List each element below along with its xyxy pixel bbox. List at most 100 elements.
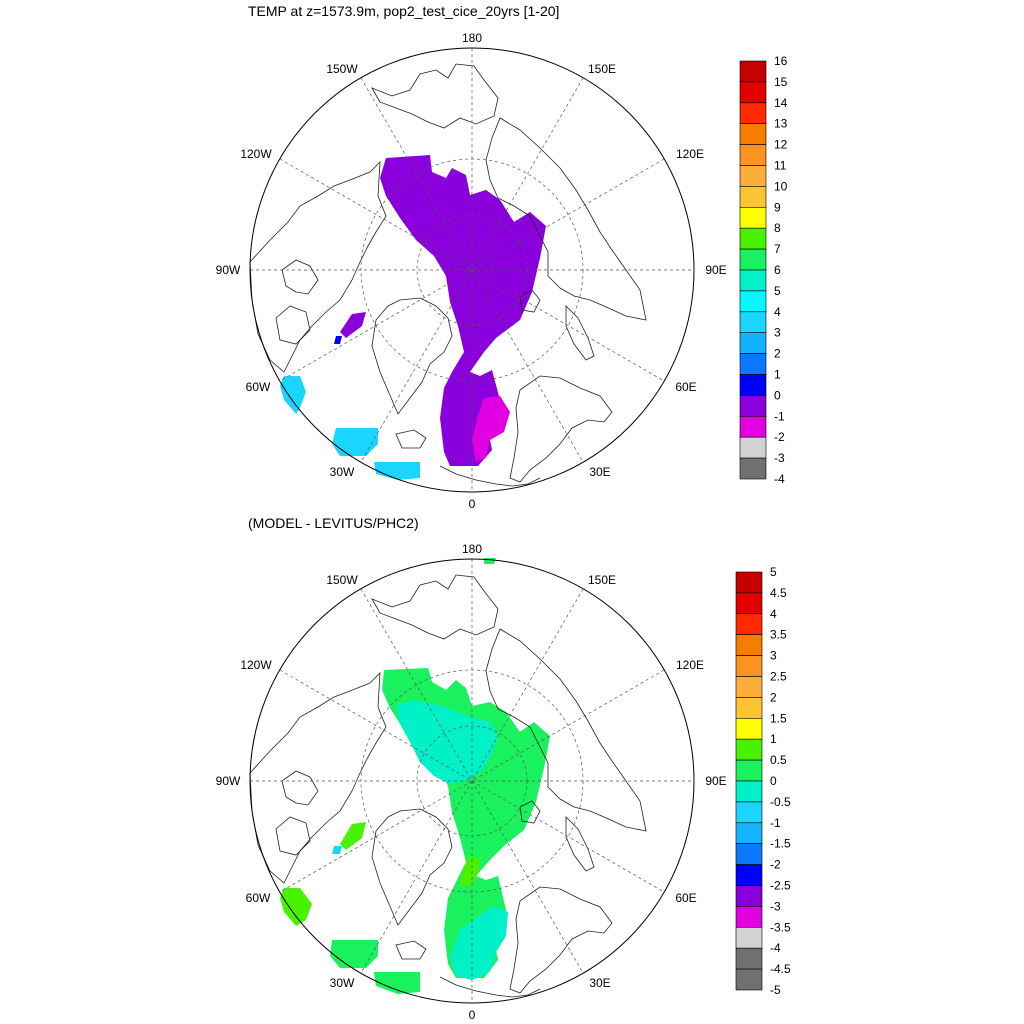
colorbar-label: -1.5 (770, 837, 791, 851)
lon-label: 90E (705, 263, 726, 277)
colorbar-swatch (735, 801, 763, 824)
colorbar-label: 9 (774, 200, 781, 214)
colorbar-label: 13 (774, 117, 788, 131)
fill-cyan-west (280, 376, 306, 414)
colorbar-label: 14 (774, 96, 788, 110)
colorbar-top: 16 15 14 13 12 11 10 9 8 7 6 5 4 3 2 1 0… (739, 54, 788, 486)
lon-label: 60W (246, 380, 271, 394)
lon-label: 120E (676, 147, 704, 161)
lon-label: 120W (240, 147, 272, 161)
colorbar-swatch (735, 655, 763, 677)
fill-lime-strip (460, 858, 480, 886)
fill-lime-small (340, 822, 366, 850)
colorbar-swatch (735, 697, 763, 719)
colorbar-swatch (735, 885, 763, 907)
longitude-labels: 180 150E 120E 90E 60E 30E 0 30W 60W 90W … (216, 542, 727, 1022)
coastline-novaya-zemlya (565, 305, 595, 361)
coastline-greenland (371, 808, 453, 926)
colorbar-swatch (739, 374, 767, 396)
colorbar-swatch (739, 60, 767, 83)
fill-blue-small (332, 846, 342, 854)
coastline-canada (249, 160, 387, 373)
colorbar-swatch (739, 165, 767, 187)
colorbar-swatch (735, 926, 763, 949)
colorbar-swatch (739, 186, 767, 208)
colorbar-label: -2 (774, 430, 785, 444)
lon-label: 60W (246, 891, 271, 905)
colorbar-label: -3 (774, 451, 785, 465)
coastline-scandinavia (509, 375, 613, 483)
coastline-novaya-zemlya (565, 816, 595, 872)
coastline-siberia (485, 628, 647, 832)
colorbar-label: 11 (774, 159, 787, 173)
colorbar-swatch (735, 843, 763, 865)
lon-label: 180 (462, 542, 482, 556)
colorbar-label: 2 (770, 690, 777, 704)
coastline-canada-inner (281, 770, 319, 806)
colorbar-label: 1 (774, 368, 781, 382)
coastline-svalbard (519, 800, 541, 824)
colorbar-swatch (739, 290, 767, 313)
colorbar-label: 12 (774, 138, 788, 152)
panel-top: TEMP at z=1573.9m, pop2_test_cice_20yrs … (216, 3, 788, 511)
coastline-siberia (485, 117, 647, 321)
colorbar-swatch (735, 738, 763, 761)
longitude-labels: 180 150E 120E 90E 60E 30E 0 30W 60W 90W … (216, 31, 727, 511)
colorbar-label: 5 (770, 565, 777, 579)
lon-label: 90W (216, 263, 241, 277)
colorbar-label: 2 (774, 347, 781, 361)
meridian-120 (279, 669, 665, 893)
lon-label: 150W (326, 62, 358, 76)
colorbar-label: 4 (770, 607, 777, 621)
lon-label: 120E (676, 658, 704, 672)
coastline-hudson (275, 816, 311, 856)
meridian-60 (279, 669, 665, 893)
colorbar-swatch (735, 717, 763, 740)
lon-label: 30E (589, 465, 610, 479)
fill-pink (472, 396, 510, 462)
coastline-iceland (395, 940, 427, 960)
meridian-120 (279, 158, 665, 382)
fill-cyan-south (332, 428, 378, 456)
coastline-alaska (371, 574, 499, 640)
fill-blue-small (334, 336, 342, 344)
colorbar-label: 3 (770, 649, 777, 663)
lon-label: 150E (588, 62, 616, 76)
fill-cyan-south-2 (374, 462, 420, 480)
colorbar-label: -0.5 (770, 795, 791, 809)
colorbar-swatch (739, 395, 767, 417)
colorbar-label: -3.5 (770, 920, 791, 934)
colorbar-swatch (739, 415, 767, 438)
graticule (250, 48, 694, 492)
colorbar-swatch (735, 906, 763, 928)
colorbar-label: -2 (770, 858, 781, 872)
fill-lime-west (280, 888, 312, 926)
coastline-canada-inner (281, 259, 319, 295)
lon-label: 30W (330, 976, 355, 990)
colorbar-swatch (735, 613, 763, 635)
meridian-30 (360, 77, 584, 463)
coastline-europe (439, 976, 541, 998)
fill-green-top (484, 558, 496, 564)
panel-title: (MODEL - LEVITUS/PHC2) (248, 515, 419, 531)
coastline-greenland (371, 297, 453, 415)
colorbar-label: -4 (774, 472, 785, 486)
fill-green-south-2 (374, 972, 420, 994)
colorbar-swatch (735, 676, 763, 698)
colorbar-label: 7 (774, 242, 781, 256)
colorbar-label: 2.5 (770, 670, 787, 684)
colorbar-label: 1.5 (770, 711, 787, 725)
map-top: 180 150E 120E 90E 60E 30E 0 30W 60W 90W … (216, 31, 727, 511)
colorbar-label: -2.5 (770, 879, 791, 893)
colorbar-label: 5 (774, 284, 781, 298)
colorbar-label: 16 (774, 54, 788, 68)
colorbar-swatch (735, 780, 763, 803)
colorbar-swatch (739, 207, 767, 229)
colorbar-swatch (739, 102, 767, 125)
colorbar-swatch (739, 269, 767, 292)
colorbar-label: 8 (774, 221, 781, 235)
coastline-alaska (371, 63, 499, 129)
meridian-60 (279, 158, 665, 382)
panel-title: TEMP at z=1573.9m, pop2_test_cice_20yrs … (248, 3, 559, 19)
colorbar-label: -1 (774, 409, 785, 423)
